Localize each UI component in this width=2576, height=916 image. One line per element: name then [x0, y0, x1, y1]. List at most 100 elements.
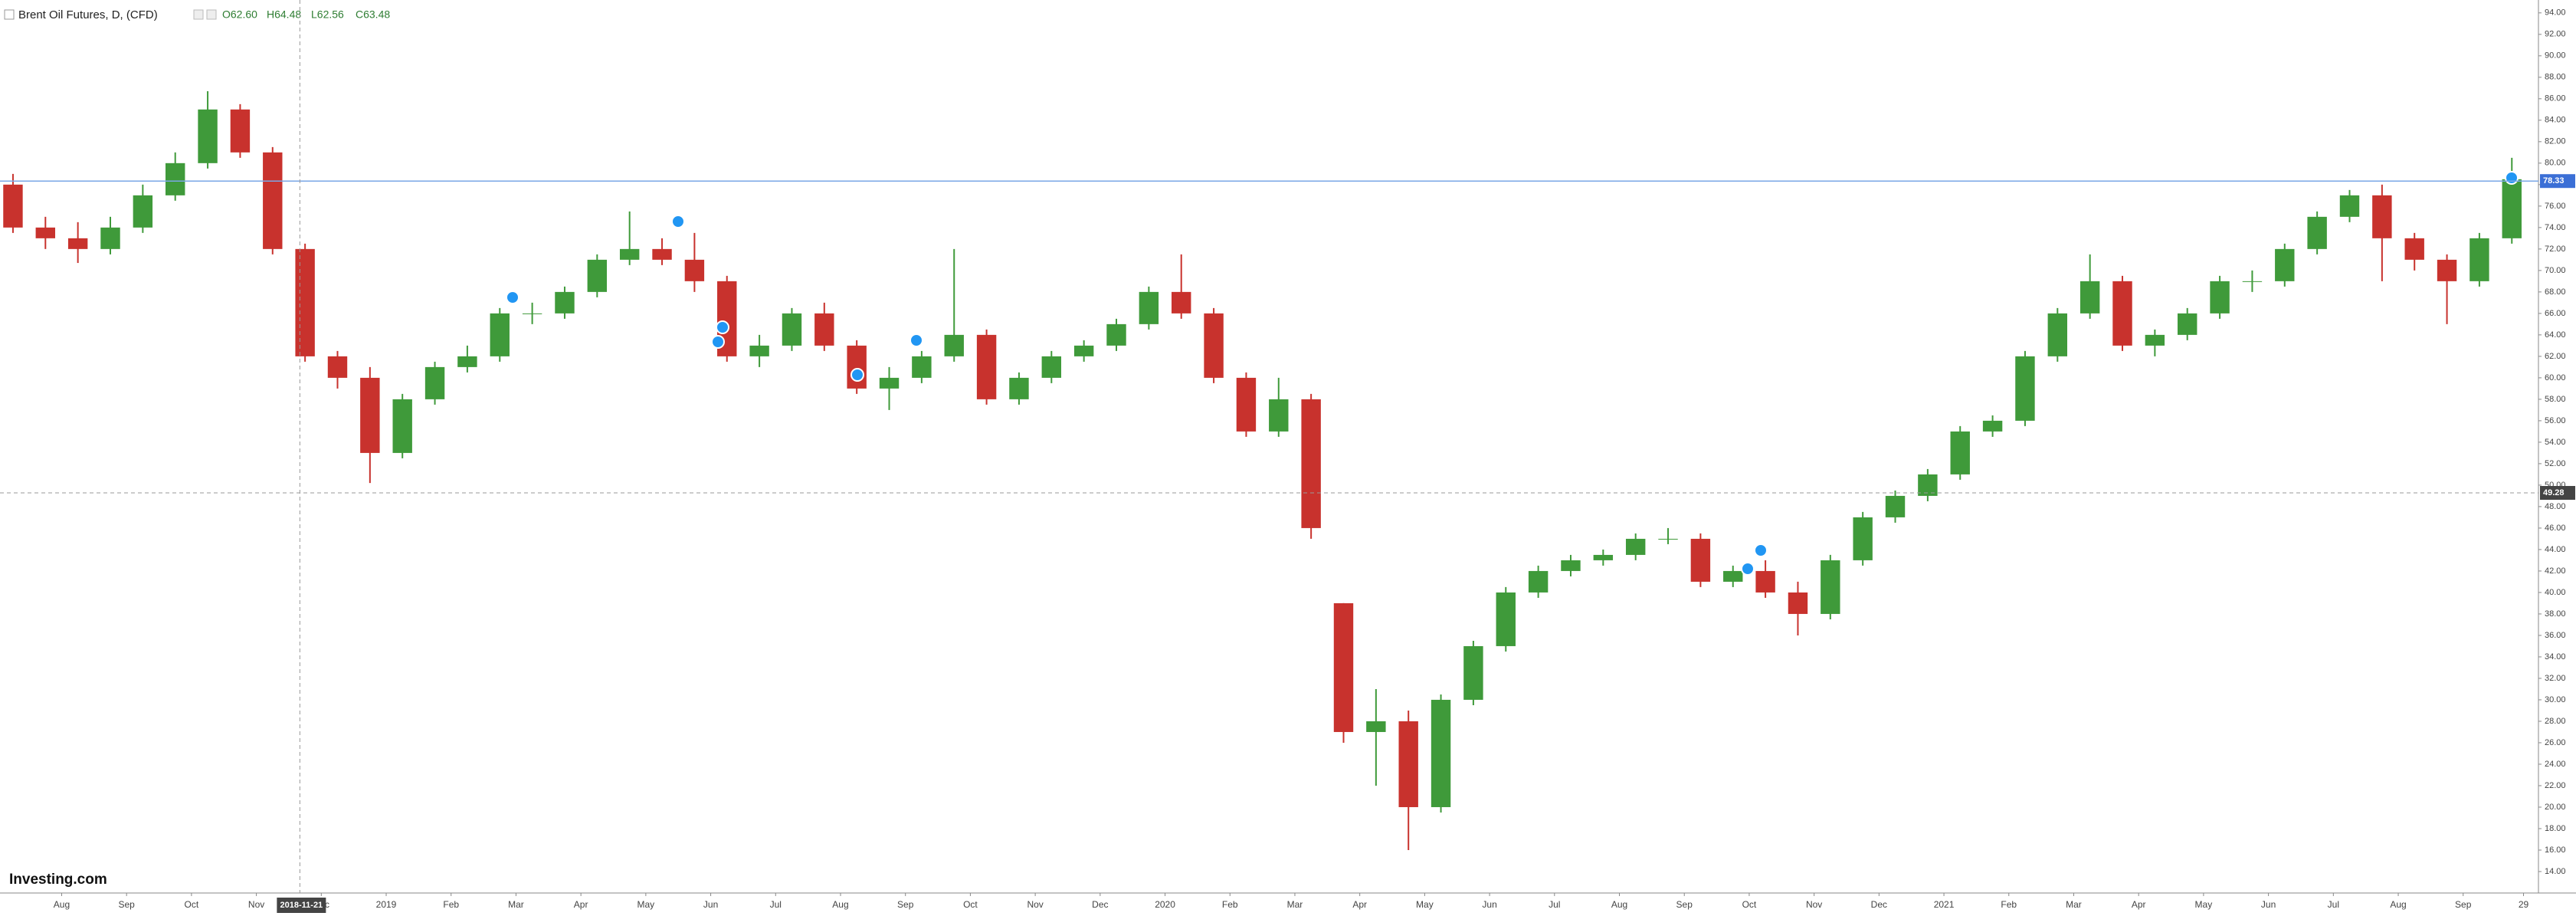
candle-body	[133, 195, 153, 228]
candle-body	[1821, 560, 1840, 614]
candle-body	[976, 334, 997, 399]
candle-body	[230, 109, 251, 153]
x-tick-label: Nov	[1806, 899, 1822, 910]
y-tick-label: 62.00	[2545, 352, 2566, 361]
y-tick-label: 26.00	[2545, 738, 2566, 747]
plot-area	[3, 91, 2522, 850]
x-tick-label: Aug	[2390, 899, 2406, 910]
candle-body	[2015, 356, 2035, 421]
candle-body	[782, 313, 802, 346]
candle-body	[327, 356, 348, 378]
y-tick-label: 28.00	[2545, 717, 2566, 726]
event-marker	[1741, 562, 1755, 576]
price-label: 78.33	[2543, 176, 2565, 185]
y-tick-label: 94.00	[2545, 8, 2566, 18]
x-tick-label: Nov	[1027, 899, 1043, 910]
x-tick-label: Feb	[1222, 899, 1238, 910]
y-tick-label: 82.00	[2545, 137, 2566, 146]
y-tick-label: 70.00	[2545, 266, 2566, 275]
x-tick-label: Mar	[1287, 899, 1303, 910]
candle-body	[100, 227, 120, 249]
chart-title: Brent Oil Futures, D, (CFD)	[18, 8, 158, 21]
candle-body	[2372, 195, 2392, 238]
candle-body	[749, 345, 769, 356]
candle-body	[263, 152, 283, 249]
candle-body	[1625, 538, 1646, 555]
candle-body	[1463, 645, 1483, 700]
candle-body	[392, 399, 412, 453]
y-tick-label: 84.00	[2545, 116, 2566, 125]
x-tick-label: Feb	[2001, 899, 2017, 910]
collapse-icon[interactable]	[4, 9, 15, 20]
ohlc-value: L62.56	[311, 8, 344, 21]
x-tick-label: May	[637, 899, 655, 910]
candle-body	[847, 345, 867, 389]
y-tick-label: 60.00	[2545, 373, 2566, 382]
ohlc-value: C63.48	[356, 8, 390, 21]
ohlc-value: O62.60	[222, 8, 257, 21]
settings-icon[interactable]	[206, 9, 217, 20]
candle-body	[1788, 592, 1808, 614]
x-tick-label: 2020	[1155, 899, 1175, 910]
x-tick-label: Sep	[897, 899, 914, 910]
x-tick-label: Mar	[2066, 899, 2082, 910]
y-tick-label: 64.00	[2545, 330, 2566, 340]
x-tick-label: Jun	[1482, 899, 1496, 910]
candle-body	[1950, 431, 1970, 474]
x-tick-label: Jul	[2328, 899, 2339, 910]
x-tick-label: Jun	[703, 899, 718, 910]
y-tick-label: 34.00	[2545, 652, 2566, 662]
y-tick-label: 86.00	[2545, 94, 2566, 103]
candle-body	[2210, 281, 2230, 314]
y-tick-label: 88.00	[2545, 73, 2566, 82]
candle-body	[2178, 313, 2197, 335]
candle-body	[1073, 345, 1094, 356]
x-tick-label: 29	[2519, 899, 2529, 910]
crosshair-y-label: 49.28	[2543, 488, 2565, 497]
x-tick-label: Jul	[1549, 899, 1560, 910]
candle-body	[198, 109, 218, 163]
candle-body	[1561, 560, 1581, 571]
x-tick-label: Dec	[1092, 899, 1108, 910]
candle-body	[1885, 495, 1906, 517]
x-tick-label: May	[1416, 899, 1434, 910]
y-tick-label: 38.00	[2545, 609, 2566, 619]
candle-body	[2404, 238, 2424, 260]
candle-body	[1431, 699, 1451, 807]
y-tick-label: 80.00	[2545, 159, 2566, 168]
candle-body	[1528, 570, 1549, 593]
x-tick-label: Sep	[119, 899, 136, 910]
candle-body	[1853, 517, 1873, 560]
y-tick-label: 44.00	[2545, 545, 2566, 554]
crosshair-y-box	[2540, 485, 2575, 500]
y-tick-label: 76.00	[2545, 202, 2566, 211]
x-tick-label: May	[2195, 899, 2213, 910]
event-marker	[850, 368, 864, 382]
x-tick-label: Aug	[1611, 899, 1627, 910]
x-tick-label: Sep	[1676, 899, 1693, 910]
price-label-box	[2540, 174, 2575, 189]
candle-body	[944, 334, 964, 356]
x-tick-label: Aug	[54, 899, 70, 910]
y-tick-label: 24.00	[2545, 760, 2566, 769]
candle-body	[619, 248, 640, 260]
candle-body	[879, 377, 900, 389]
candle-body	[1333, 602, 1354, 732]
event-marker	[671, 215, 685, 228]
candle-body	[2437, 259, 2457, 281]
candle-body	[3, 184, 23, 228]
candle-body	[684, 259, 705, 281]
y-tick-label: 92.00	[2545, 30, 2566, 39]
candle-body	[1041, 356, 1062, 378]
x-tick-label: Aug	[832, 899, 848, 910]
candle-body	[166, 163, 185, 195]
candle-body	[2275, 248, 2295, 281]
candle-body	[2047, 313, 2068, 356]
event-marker	[1754, 543, 1768, 557]
candle-body	[2145, 334, 2165, 346]
candle-body	[2469, 238, 2489, 281]
settings-icon[interactable]	[193, 9, 204, 20]
